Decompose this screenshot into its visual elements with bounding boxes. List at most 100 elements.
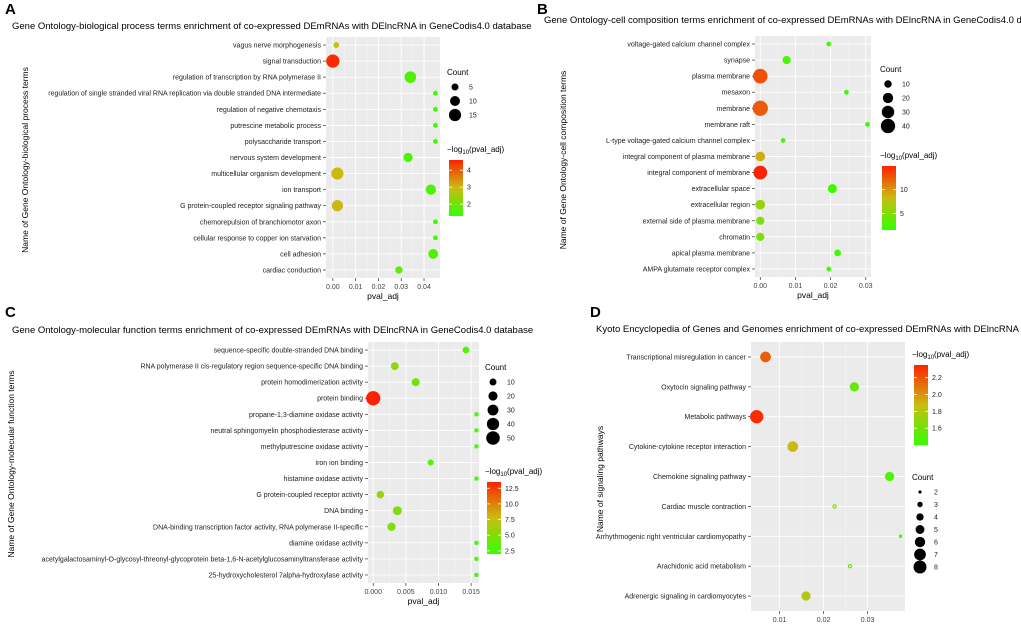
size-legend-key [448,108,462,122]
color-legend-title: −log10(pval_adj) [912,350,970,361]
data-point [427,459,434,466]
panel-letter: B [537,1,548,18]
size-legend-key [914,548,926,561]
category-label: DNA binding [324,508,363,515]
color-legend-label: 3 [467,185,471,192]
color-legend-label: 5 [900,211,904,218]
size-legend-title: Count [447,68,469,77]
size-legend-label: 20 [902,96,910,103]
size-legend-title: Count [485,363,507,372]
color-legend-label: 5.0 [505,533,515,540]
category-label: neutral sphingomyelin phosphodiesterase … [210,428,363,435]
category-label: nervous system development [230,155,321,162]
data-point [826,266,832,272]
category-label: multicellular organism development [211,171,321,178]
x-tick-label: 0.02 [824,283,838,290]
size-legend-key [914,536,926,548]
x-tick-label: 0.03 [859,283,873,290]
size-legend-key [915,525,925,534]
color-legend-label: 1.6 [932,426,942,433]
size-legend-label: 5 [934,527,938,534]
data-point [433,90,438,96]
data-point [331,200,344,212]
data-point [750,410,764,424]
size-legend-label: 4 [934,515,938,522]
color-legend-label: 2 [467,202,471,209]
x-axis-title: pval_adj [367,291,399,301]
panel-title: Gene Ontology-molecular function terms e… [12,325,533,336]
data-point [752,68,768,84]
x-axis-title: pval_adj [797,290,829,300]
category-label: histamine oxidase activity [284,476,364,483]
panel-letter: A [5,1,16,18]
category-label: G protein-coupled receptor signaling pat… [180,203,321,210]
category-label: Cardiac muscle contraction [662,504,747,511]
data-point [843,89,849,95]
category-label: sequence-specific double-stranded DNA bi… [214,348,364,355]
data-point [865,121,870,127]
color-bar [487,482,501,554]
x-tick-label: 0.010 [430,589,448,596]
size-legend-key [880,118,896,134]
color-legend-label: 1.8 [932,409,942,416]
category-label: chemorepulsion of branchiomotor axon [200,219,321,226]
data-point [826,41,832,47]
data-point [752,100,768,117]
data-point [760,351,771,363]
data-point [395,266,403,274]
size-legend-key [486,417,500,431]
data-point [326,54,340,68]
data-point [827,184,837,194]
data-point [404,71,417,84]
size-legend-title: Count [912,473,934,482]
size-legend-label: 40 [507,422,515,429]
category-label: Arachidonic acid metabolism [657,564,746,571]
color-legend-title: −log10(pval_adj) [880,151,938,162]
category-label: methylputrescine oxidase activity [261,444,364,451]
category-label: Cytokine-cytokine receptor interaction [629,444,746,451]
size-legend-label: 3 [934,502,938,509]
data-point [433,235,438,241]
data-point [780,138,786,143]
size-legend-key [917,501,923,508]
x-tick-label: 0.005 [397,589,415,596]
y-axis-title: Name of Gene Ontology-biological process… [20,67,30,253]
size-legend-label: 50 [507,436,515,443]
x-tick-label: 0.02 [817,617,831,624]
category-label: diamine oxidase activity [289,540,363,547]
data-point [753,165,768,180]
y-axis-title: Name of signaling pathways [595,426,605,532]
data-point [474,412,479,417]
data-point [433,219,438,225]
size-legend-key [489,378,497,386]
size-legend-label: 6 [934,540,938,547]
category-label: 25-hydroxycholesterol 7alpha-hydroxylase… [209,572,364,579]
data-point [474,540,479,546]
category-label: extracellular region [691,202,750,209]
category-label: protein binding [317,396,363,403]
category-label: integral component of membrane [647,170,750,177]
category-label: polysaccharide transport [245,139,321,146]
size-legend-key [913,560,927,574]
x-tick-label: 0.02 [372,284,386,291]
size-legend-label: 15 [469,113,477,120]
x-tick-label: 0.04 [417,284,431,291]
panel-d: D Kyoto Encyclopedia of Genes and Genomes… [590,304,1021,626]
category-label: synapse [724,58,750,65]
data-point [411,378,420,387]
x-tick-label: 0.01 [789,283,803,290]
category-label: apical plasma membrane [672,250,750,257]
size-legend-label: 10 [507,380,515,387]
size-legend-key [881,105,895,119]
data-point [787,441,799,452]
x-axis-title: pval_adj [408,596,440,606]
data-point [392,506,402,516]
panel-title: Gene Ontology-cell composition terms enr… [544,15,1021,26]
data-point [884,471,895,482]
data-point [755,151,766,162]
color-legend-label: 7.5 [505,517,515,524]
category-label: protein homodimerization activity [261,380,363,387]
data-point [403,152,413,163]
data-point [756,232,765,241]
data-point [849,382,860,392]
